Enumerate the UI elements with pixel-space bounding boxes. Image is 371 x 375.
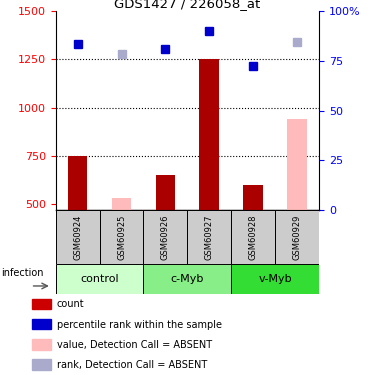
Bar <box>287 119 307 210</box>
Text: GSM60926: GSM60926 <box>161 214 170 260</box>
Bar <box>56 210 99 264</box>
Bar <box>144 210 187 264</box>
Bar <box>231 264 319 294</box>
Text: GSM60925: GSM60925 <box>117 214 126 260</box>
Bar <box>32 359 51 370</box>
Text: GSM60929: GSM60929 <box>293 214 302 260</box>
Bar <box>56 264 144 294</box>
Bar <box>155 175 175 210</box>
Text: value, Detection Call = ABSENT: value, Detection Call = ABSENT <box>56 340 211 350</box>
Bar <box>275 210 319 264</box>
Bar <box>32 319 51 330</box>
Bar <box>112 198 131 210</box>
Bar <box>32 339 51 350</box>
Text: count: count <box>56 300 84 309</box>
Text: GSM60928: GSM60928 <box>249 214 258 260</box>
Bar <box>68 156 88 210</box>
Text: c-Myb: c-Myb <box>171 274 204 284</box>
Bar <box>200 60 219 210</box>
Text: v-Myb: v-Myb <box>258 274 292 284</box>
Text: rank, Detection Call = ABSENT: rank, Detection Call = ABSENT <box>56 360 207 370</box>
Title: GDS1427 / 226058_at: GDS1427 / 226058_at <box>114 0 260 10</box>
Text: infection: infection <box>1 268 44 278</box>
Bar <box>243 185 263 210</box>
Bar <box>32 299 51 309</box>
Text: control: control <box>80 274 119 284</box>
Text: GSM60927: GSM60927 <box>205 214 214 260</box>
Text: GSM60924: GSM60924 <box>73 214 82 260</box>
Bar <box>144 264 231 294</box>
Bar <box>99 210 144 264</box>
Bar <box>231 210 275 264</box>
Text: percentile rank within the sample: percentile rank within the sample <box>56 320 221 330</box>
Bar <box>187 210 231 264</box>
